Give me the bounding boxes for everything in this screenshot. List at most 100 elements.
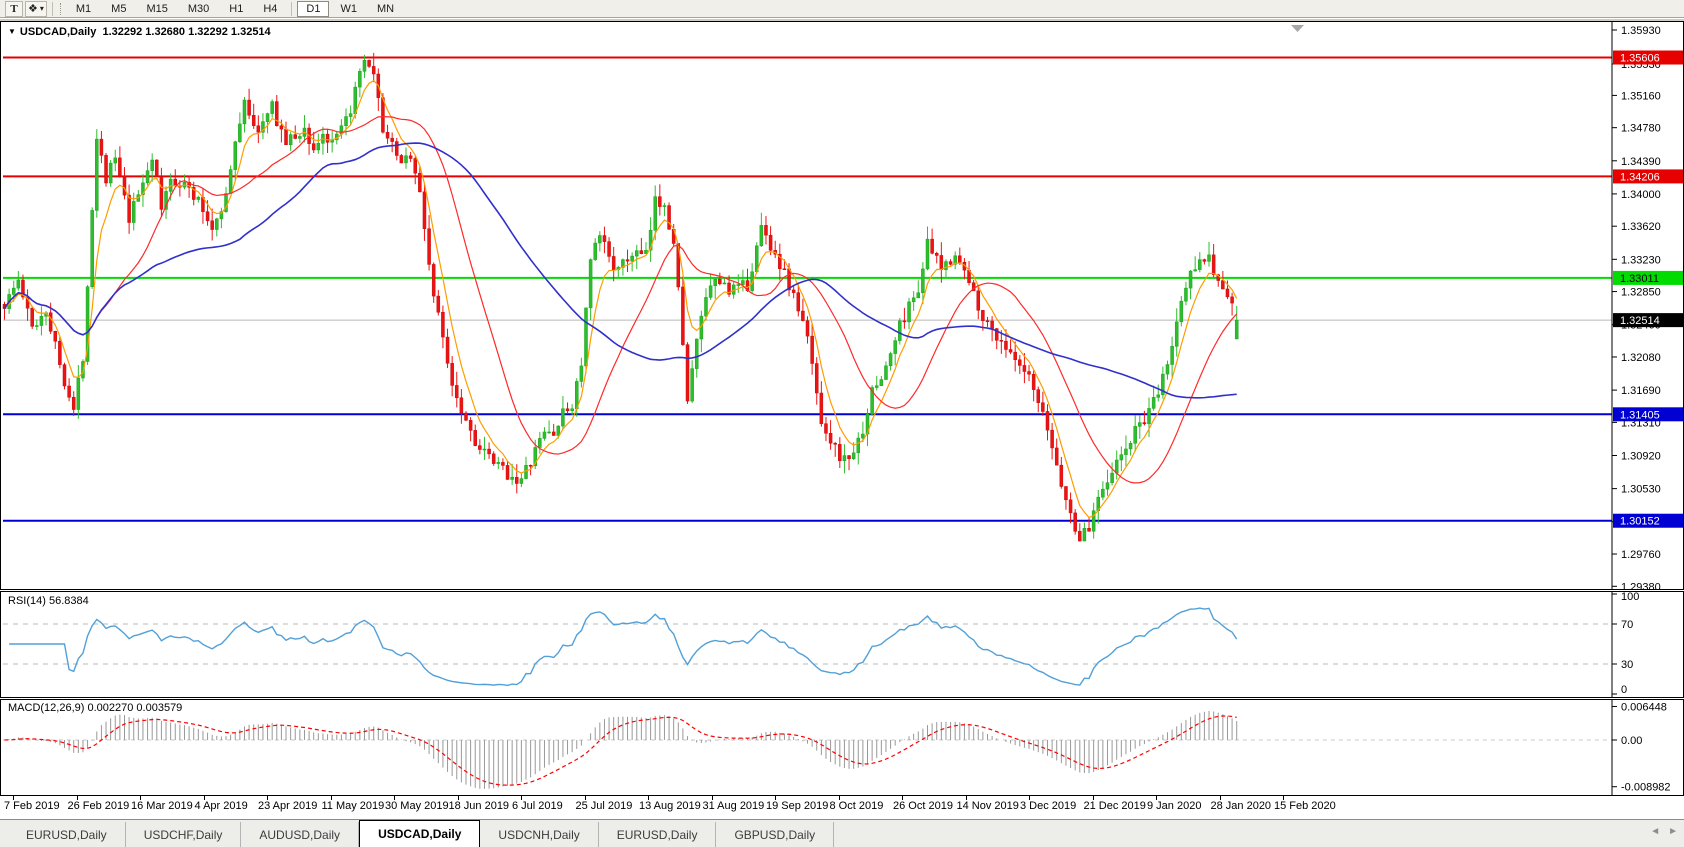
svg-text:1.33011: 1.33011 bbox=[1620, 273, 1659, 285]
timeframe-button-d1[interactable]: D1 bbox=[297, 0, 330, 17]
price-badge bbox=[1613, 169, 1683, 184]
price-badge bbox=[1613, 407, 1683, 422]
svg-text:1.30920: 1.30920 bbox=[1621, 450, 1661, 462]
ma-mid-line bbox=[3, 116, 1238, 484]
rsi-indicator-label: RSI(14) 56.8384 bbox=[8, 595, 89, 607]
date-tick-label: 31 Aug 2019 bbox=[702, 796, 765, 812]
svg-text:30: 30 bbox=[1621, 659, 1633, 671]
window-divider bbox=[0, 19, 1684, 21]
macd-canvas[interactable]: 0.006448 0.00 -0.008982 bbox=[1, 700, 1683, 795]
tab-scroll-right-icon[interactable]: ► bbox=[1668, 826, 1678, 837]
date-tick-label: 26 Feb 2019 bbox=[67, 796, 130, 812]
timeframe-button-m30[interactable]: M30 bbox=[179, 1, 218, 17]
objects-icon: ❖ bbox=[28, 2, 38, 15]
text-tool-button[interactable]: T bbox=[5, 0, 23, 17]
tab-eurusd-daily[interactable]: EURUSD,Daily bbox=[8, 822, 126, 847]
text-tool-icon: T bbox=[10, 2, 18, 15]
tab-audusd-daily[interactable]: AUDUSD,Daily bbox=[241, 822, 360, 847]
date-tick-label: 19 Sep 2019 bbox=[766, 796, 829, 812]
svg-text:70: 70 bbox=[1621, 619, 1633, 631]
macd-indicator-label: MACD(12,26,9) 0.002270 0.003579 bbox=[8, 702, 182, 714]
rsi-panel: 100 70 30 0 bbox=[0, 591, 1684, 698]
price-chart-panel: 1.35930 1.35530 1.35160 1.34780 1.34390 1.340… bbox=[0, 21, 1684, 590]
timeframe-button-h4[interactable]: H4 bbox=[254, 1, 286, 17]
date-tick-label: 25 Jul 2019 bbox=[575, 796, 633, 812]
date-tick-label: 4 Apr 2019 bbox=[194, 796, 248, 812]
rsi-canvas[interactable]: 100 70 30 0 bbox=[1, 592, 1683, 697]
svg-text:1.30530: 1.30530 bbox=[1621, 484, 1661, 496]
tab-eurusd-daily[interactable]: EURUSD,Daily bbox=[599, 822, 717, 847]
date-tick-label: 8 Oct 2019 bbox=[829, 796, 884, 812]
date-tick-label: 23 Apr 2019 bbox=[258, 796, 318, 812]
date-tick-label: 26 Oct 2019 bbox=[893, 796, 953, 812]
macd-name: MACD(12,26,9) bbox=[8, 702, 85, 714]
svg-text:1.33620: 1.33620 bbox=[1621, 221, 1661, 233]
price-chart-canvas[interactable]: 1.359301.355301.351601.347801.343901.340… bbox=[1, 22, 1683, 589]
rsi-name: RSI(14) bbox=[8, 595, 46, 607]
price-axis[interactable]: 1.359301.355301.351601.347801.343901.340… bbox=[1611, 22, 1683, 589]
price-badge bbox=[1613, 50, 1683, 65]
chart-title: ▼ USDCAD,Daily 1.32292 1.32680 1.32292 1.… bbox=[8, 26, 271, 38]
date-tick-label: 28 Jan 2020 bbox=[1210, 796, 1272, 812]
tab-usdcnh-daily[interactable]: USDCNH,Daily bbox=[480, 822, 599, 847]
date-tick-label: 16 Mar 2019 bbox=[131, 796, 193, 812]
svg-text:1.31405: 1.31405 bbox=[1620, 409, 1660, 421]
rsi-line bbox=[9, 607, 1238, 687]
date-tick-label: 6 Jul 2019 bbox=[512, 796, 563, 812]
tab-usdcad-daily[interactable]: USDCAD,Daily bbox=[359, 820, 481, 847]
objects-tool-button[interactable]: ❖ ▾ bbox=[25, 0, 47, 17]
svg-text:1.30152: 1.30152 bbox=[1620, 516, 1660, 528]
tab-gbpusd-daily[interactable]: GBPUSD,Daily bbox=[716, 822, 835, 847]
chart-symbol-label: USDCAD,Daily bbox=[19, 26, 97, 38]
symbol-tab-bar: EURUSD,Daily USDCHF,Daily AUDUSD,Daily USDC… bbox=[0, 819, 1684, 847]
date-axis[interactable]: 7 Feb 2019 26 Feb 2019 16 Mar 2019 4 Apr 20… bbox=[0, 796, 1684, 818]
date-tick-label: 21 Dec 2019 bbox=[1083, 796, 1146, 812]
date-tick-label: 11 May 2019 bbox=[321, 796, 385, 812]
macd-histogram bbox=[8, 710, 1238, 789]
date-tick-label: 15 Feb 2020 bbox=[1274, 796, 1336, 812]
date-tick-label: 18 Jun 2019 bbox=[448, 796, 510, 812]
tab-scroll-left-icon[interactable]: ◄ bbox=[1650, 826, 1661, 837]
timeframe-button-m5[interactable]: M5 bbox=[102, 1, 135, 17]
timeframe-button-m15[interactable]: M15 bbox=[137, 1, 176, 17]
toolbar-separator bbox=[51, 1, 53, 16]
chart-ohlc-quote: 1.32292 1.32680 1.32292 1.32514 bbox=[102, 26, 271, 38]
svg-text:1.33230: 1.33230 bbox=[1621, 254, 1661, 266]
top-toolbar: T ❖ ▾ M1 M5 M15 M30 H1 H4 D1 W1 MN bbox=[0, 0, 1684, 18]
svg-text:1.31690: 1.31690 bbox=[1621, 385, 1661, 397]
timeframe-button-h1[interactable]: H1 bbox=[220, 1, 252, 17]
svg-text:1.35930: 1.35930 bbox=[1621, 25, 1661, 37]
svg-text:1.34780: 1.34780 bbox=[1621, 123, 1661, 135]
svg-text:1.32080: 1.32080 bbox=[1621, 352, 1661, 364]
chart-shift-marker[interactable] bbox=[1291, 25, 1304, 32]
rsi-value: 56.8384 bbox=[48, 595, 89, 607]
svg-text:0.00: 0.00 bbox=[1621, 735, 1642, 747]
toolbar-separator bbox=[291, 1, 293, 16]
timeframe-button-m1[interactable]: M1 bbox=[67, 1, 100, 17]
svg-text:1.29380: 1.29380 bbox=[1621, 581, 1661, 589]
price-badge bbox=[1613, 313, 1683, 328]
svg-text:1.32850: 1.32850 bbox=[1621, 287, 1661, 299]
svg-text:0: 0 bbox=[1621, 684, 1627, 696]
svg-text:1.35160: 1.35160 bbox=[1621, 90, 1661, 102]
tab-scroll-arrows: ◄ ► bbox=[1650, 826, 1678, 837]
ma-slow-line bbox=[3, 142, 1237, 399]
price-badge bbox=[1613, 270, 1683, 285]
svg-text:100: 100 bbox=[1621, 592, 1639, 603]
svg-text:1.29760: 1.29760 bbox=[1621, 549, 1661, 561]
chevron-down-icon: ▾ bbox=[39, 3, 44, 13]
timeframe-button-w1[interactable]: W1 bbox=[331, 1, 366, 17]
price-badge bbox=[1613, 513, 1683, 528]
svg-text:1.32514: 1.32514 bbox=[1620, 315, 1660, 327]
ma-fast-line bbox=[4, 79, 1238, 519]
collapse-triangle-icon: ▼ bbox=[8, 27, 16, 36]
timeframe-button-mn[interactable]: MN bbox=[368, 1, 403, 17]
macd-signal-line bbox=[4, 715, 1237, 786]
date-tick-label: 7 Feb 2019 bbox=[4, 796, 60, 812]
tab-usdchf-daily[interactable]: USDCHF,Daily bbox=[126, 822, 242, 847]
rsi-axis[interactable]: 100 70 30 0 bbox=[1611, 592, 1639, 697]
svg-text:1.34206: 1.34206 bbox=[1620, 171, 1660, 183]
macd-axis[interactable]: 0.006448 0.00 -0.008982 bbox=[1611, 700, 1671, 795]
macd-panel: 0.006448 0.00 -0.008982 bbox=[0, 699, 1684, 796]
toolbar-grip bbox=[59, 2, 63, 15]
